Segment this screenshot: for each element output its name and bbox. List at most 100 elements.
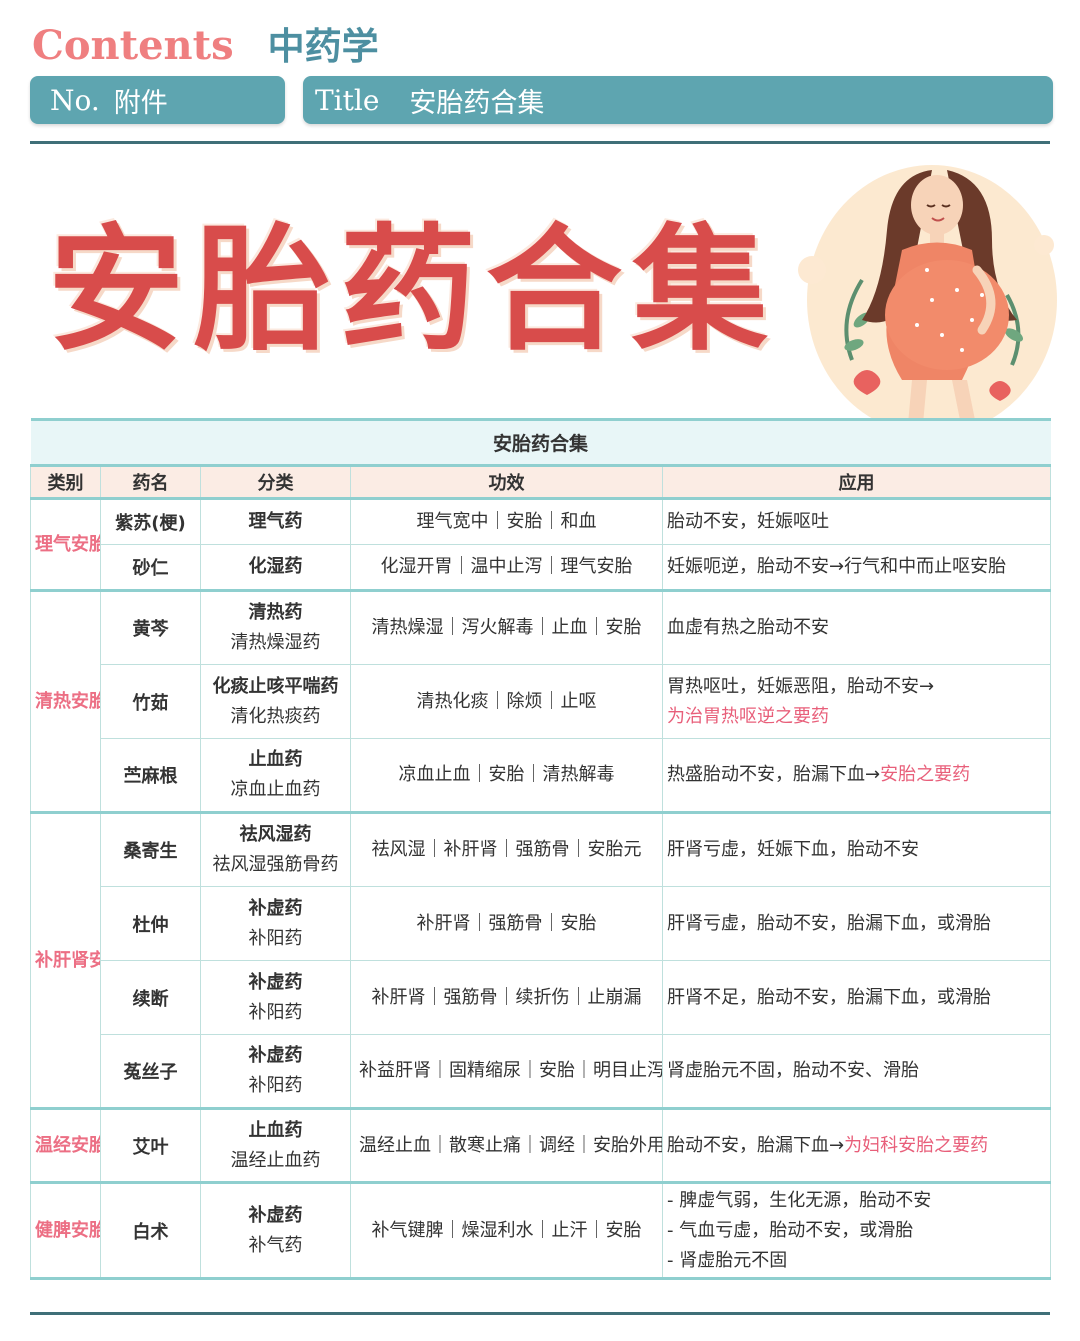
drug-name: 杜仲 bbox=[100, 886, 201, 961]
drug-effect: 补肝肾｜强筋骨｜续折伤｜止崩漏 bbox=[350, 960, 663, 1035]
category-cell: 温经安胎 bbox=[30, 1107, 101, 1183]
drug-name: 黄芩 bbox=[100, 589, 201, 665]
table-caption: 安胎药合集 bbox=[30, 418, 1051, 466]
application-highlight: 为妇科安胎之要药 bbox=[844, 1134, 989, 1156]
application-text: 血虚有热之胎动不安 bbox=[667, 617, 829, 638]
class-primary: 止血药 bbox=[248, 1119, 303, 1141]
drug-class: 补虚药 补气药 bbox=[200, 1181, 351, 1280]
drug-effect: 补气键脾｜燥湿利水｜止汗｜安胎 bbox=[350, 1181, 663, 1280]
drug-effect: 凉血止血｜安胎｜清热解毒 bbox=[350, 738, 663, 813]
drug-effect: 理气宽中｜安胎｜和血 bbox=[350, 497, 663, 545]
col-header-application: 应用 bbox=[661, 464, 1052, 499]
class-secondary: 补气药 bbox=[248, 1234, 303, 1256]
application-text: 肝肾亏虚，胎动不安，胎漏下血，或滑胎 bbox=[667, 912, 991, 934]
hero-title: 安胎药合集 bbox=[48, 210, 778, 370]
class-primary: 祛风湿药 bbox=[239, 824, 312, 845]
class-primary: 清热药 bbox=[248, 602, 303, 623]
class-secondary: 补阳药 bbox=[248, 927, 303, 949]
drug-application: 肾虚胎元不固，胎动不安、滑胎 bbox=[661, 1034, 1052, 1109]
no-value: 附件 bbox=[113, 87, 168, 119]
drug-effect: 清热燥湿｜泻火解毒｜止血｜安胎 bbox=[350, 589, 663, 665]
application-text: 胎动不安，妊娠呕吐 bbox=[667, 511, 829, 532]
title-value: 安胎药合集 bbox=[409, 87, 545, 119]
drug-name: 续断 bbox=[100, 960, 201, 1035]
drug-class: 补虚药 补阳药 bbox=[200, 886, 351, 961]
class-primary: 补虚药 bbox=[248, 897, 303, 919]
table-row: 竹茹 化痰止咳平喘药 清化热痰药 清热化痰｜除烦｜止呕 胃热呕吐，妊娠恶阻，胎动不… bbox=[31, 664, 1052, 739]
header-divider bbox=[30, 141, 1050, 144]
contents-label: Contents bbox=[32, 22, 234, 69]
drug-name: 白术 bbox=[100, 1181, 201, 1280]
category-cell: 补肝肾安胎 bbox=[30, 811, 101, 1109]
drug-effect: 补益肝肾｜固精缩尿｜安胎｜明目止泻｜外用消风祛斑 bbox=[350, 1034, 663, 1109]
class-secondary: 补阳药 bbox=[248, 1001, 303, 1023]
drug-application: 妊娠呃逆，胎动不安→行气和中而止呕安胎 bbox=[661, 544, 1052, 591]
drug-name: 紫苏(梗) bbox=[100, 497, 201, 545]
application-text: 妊娠呃逆，胎动不安→行气和中而止呕安胎 bbox=[667, 556, 1007, 577]
drug-effect: 化湿开胃｜温中止泻｜理气安胎 bbox=[350, 544, 663, 591]
drug-class: 止血药 温经止血药 bbox=[200, 1107, 351, 1183]
col-header-class: 分类 bbox=[200, 464, 351, 499]
table-row: 健脾安胎 白术 补虚药补气药 补气键脾｜燥湿利水｜止汗｜安胎 - 脾虚气弱，生化… bbox=[30, 1181, 1052, 1280]
drug-class: 补虚药 补阳药 bbox=[200, 960, 351, 1035]
class-secondary: 清热燥湿药 bbox=[230, 632, 321, 653]
table-row: 清热安胎 黄芩 清热药 清热燥湿药 清热燥湿｜泻火解毒｜止血｜安胎 血虚有热之胎动… bbox=[30, 589, 1052, 813]
drug-class: 清热药 清热燥湿药 bbox=[200, 589, 351, 665]
table-row: 杜仲 补虚药补阳药 补肝肾｜强筋骨｜安胎 肝肾亏虚，胎动不安，胎漏下血，或滑胎 bbox=[31, 886, 1052, 961]
application-highlight: 安胎之要药 bbox=[880, 764, 971, 785]
class-primary: 化痰止咳平喘药 bbox=[212, 675, 339, 697]
drug-application: 胎动不安，胎漏下血→为妇科安胎之要药 bbox=[661, 1107, 1052, 1183]
drug-effect: 补肝肾｜强筋骨｜安胎 bbox=[350, 886, 663, 961]
application-highlight: 为治胃热呕逆之要药 bbox=[667, 705, 829, 727]
application-text: 肝肾不足，胎动不安，胎漏下血，或滑胎 bbox=[667, 986, 991, 1008]
table-row: 理气安胎 紫苏(梗) 理气药 理气宽中｜安胎｜和血 胎动不安，妊娠呕吐 bbox=[30, 497, 1052, 591]
drug-application: 热盛胎动不安，胎漏下血→安胎之要药 bbox=[661, 738, 1052, 813]
application-line: - 气血亏虚，胎动不安，或滑胎 bbox=[667, 1219, 914, 1241]
class-primary: 补虚药 bbox=[248, 971, 303, 993]
subject-title: 中药学 bbox=[267, 25, 379, 68]
drug-class: 化痰止咳平喘药 清化热痰药 bbox=[200, 664, 351, 739]
col-header-effect: 功效 bbox=[350, 464, 663, 499]
drug-class: 理气药 bbox=[200, 497, 351, 545]
drug-class: 祛风湿药祛风湿强筋骨药 bbox=[200, 811, 351, 887]
pregnant-woman-illustration bbox=[798, 165, 1057, 435]
drug-name: 桑寄生 bbox=[100, 811, 201, 887]
class-primary: 补虚药 bbox=[248, 1045, 303, 1066]
drug-application: 胃热呕吐，妊娠恶阻，胎动不安→ 为治胃热呕逆之要药 bbox=[661, 664, 1052, 739]
category-cell: 理气安胎 bbox=[30, 497, 101, 591]
contents-header: Contents 中药学 bbox=[32, 16, 379, 72]
class-primary: 化湿药 bbox=[248, 556, 303, 577]
table-row: 苎麻根 止血药 凉血止血药 凉血止血｜安胎｜清热解毒 热盛胎动不安，胎漏下血→安胎… bbox=[31, 738, 1052, 813]
drug-effect: 温经止血｜散寒止痛｜调经｜安胎外用祛湿止痒 bbox=[350, 1107, 663, 1183]
col-header-category: 类别 bbox=[30, 464, 101, 499]
medicine-table: 安胎药合集 类别 药名 分类 功效 应用 理气安胎 紫苏(梗) 理气药 理气宽中… bbox=[30, 418, 1052, 1280]
class-primary: 理气药 bbox=[248, 511, 303, 532]
drug-application: 肝肾亏虚，妊娠下血，胎动不安 bbox=[661, 811, 1052, 887]
col-header-name: 药名 bbox=[100, 464, 201, 499]
drug-name: 艾叶 bbox=[100, 1107, 201, 1183]
application-line: - 脾虚气弱，生化无源，胎动不安 bbox=[667, 1189, 932, 1211]
application-text: 胃热呕吐，妊娠恶阻，胎动不安→ bbox=[667, 675, 935, 697]
footer-divider bbox=[30, 1312, 1050, 1315]
drug-effect: 祛风湿｜补肝肾｜强筋骨｜安胎元 bbox=[350, 811, 663, 887]
application-line: - 肾虚胎元不固 bbox=[667, 1249, 788, 1271]
drug-application: - 脾虚气弱，生化无源，胎动不安 - 气血亏虚，胎动不安，或滑胎 - 肾虚胎元不… bbox=[661, 1181, 1052, 1280]
table-row: 砂仁 化湿药 化湿开胃｜温中止泻｜理气安胎 妊娠呃逆，胎动不安→行气和中而止呕安… bbox=[31, 544, 1052, 591]
drug-name: 菟丝子 bbox=[100, 1034, 201, 1109]
drug-name: 砂仁 bbox=[100, 544, 201, 591]
application-text: 肾虚胎元不固，胎动不安、滑胎 bbox=[667, 1060, 919, 1081]
class-primary: 止血药 bbox=[248, 749, 303, 770]
class-secondary: 补阳药 bbox=[248, 1075, 303, 1096]
drug-class: 止血药 凉血止血药 bbox=[200, 738, 351, 813]
class-secondary: 清化热痰药 bbox=[230, 705, 321, 727]
title-label: Title bbox=[315, 83, 380, 117]
class-primary: 补虚药 bbox=[248, 1204, 303, 1226]
number-pill: No. 附件 bbox=[30, 76, 285, 124]
application-text: 热盛胎动不安，胎漏下血→ bbox=[667, 764, 881, 785]
drug-class: 补虚药 补阳药 bbox=[200, 1034, 351, 1109]
category-cell: 健脾安胎 bbox=[30, 1181, 101, 1280]
drug-application: 肝肾不足，胎动不安，胎漏下血，或滑胎 bbox=[661, 960, 1052, 1035]
class-secondary: 祛风湿强筋骨药 bbox=[212, 854, 339, 875]
